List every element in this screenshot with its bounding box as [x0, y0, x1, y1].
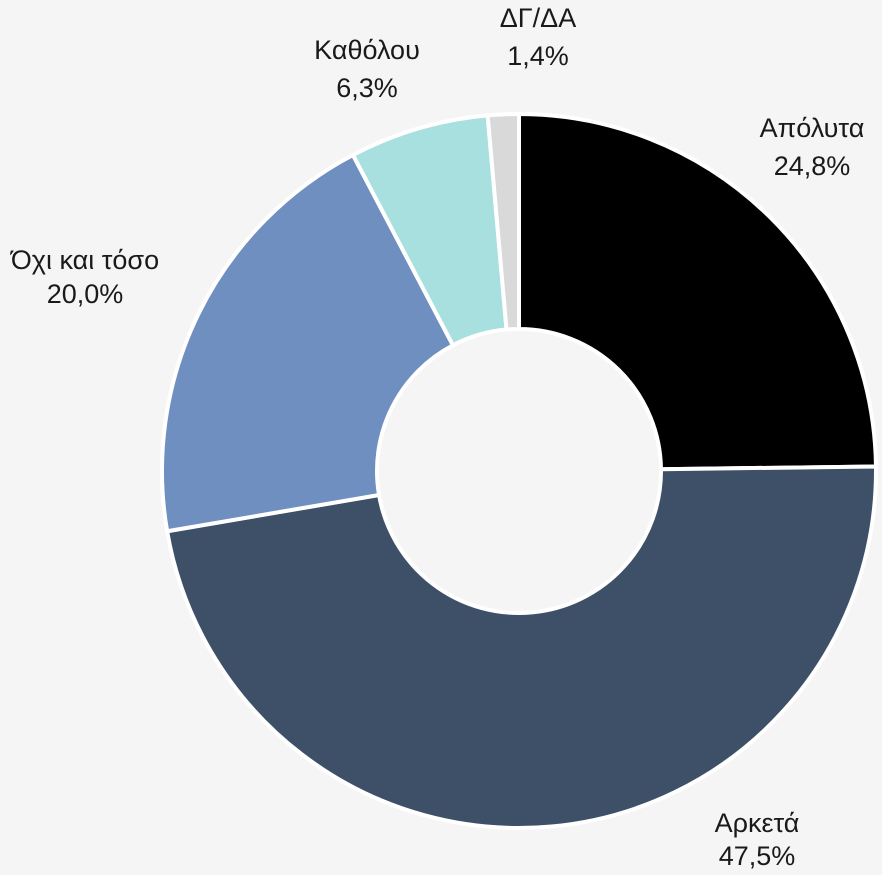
slice-value-label: 6,3%: [336, 73, 398, 103]
slice-label: Αρκετά: [715, 808, 800, 838]
slice-value-label: 47,5%: [719, 841, 796, 871]
donut-slice: [164, 464, 878, 830]
donut-slice: [485, 111, 521, 332]
slice-value-label: 20,0%: [47, 279, 124, 309]
slice-label: ΔΓ/ΔΑ: [500, 3, 576, 33]
donut-slice: [160, 152, 456, 534]
slice-label: Καθόλου: [314, 35, 420, 65]
slice-value-label: 24,8%: [774, 151, 851, 181]
slice-label: Απόλυτα: [760, 113, 865, 143]
slice-label: Όχι και τόσο: [10, 245, 159, 275]
slice-value-label: 1,4%: [507, 41, 569, 71]
donut-slice: [517, 111, 878, 472]
